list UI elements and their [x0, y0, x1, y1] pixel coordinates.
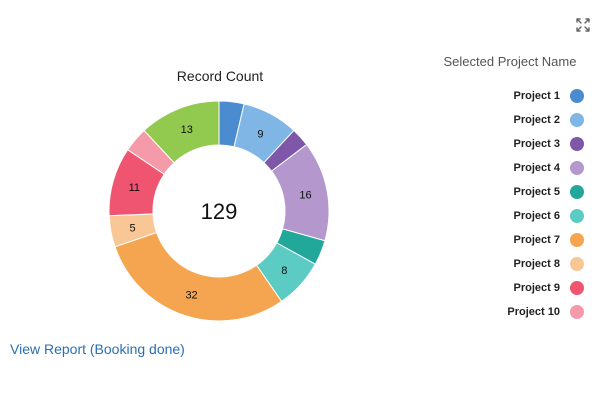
legend-swatch	[570, 89, 584, 103]
view-report-link[interactable]: View Report (Booking done)	[10, 341, 185, 357]
legend-swatch	[570, 113, 584, 127]
slice-value-label: 8	[281, 265, 287, 277]
slice-value-label: 16	[299, 190, 311, 202]
legend-item-label: Project 3	[513, 138, 560, 150]
legend-item[interactable]: Project 3	[476, 132, 594, 156]
expand-icon[interactable]	[574, 16, 592, 34]
legend-item-label: Project 5	[513, 186, 560, 198]
legend-item[interactable]: Project 7	[476, 228, 594, 252]
legend-item[interactable]: Project 9	[476, 276, 594, 300]
slice-value-label: 11	[129, 182, 140, 194]
legend-item-label: Project 6	[513, 210, 560, 222]
legend-item-label: Project 2	[513, 114, 560, 126]
legend-item-label: Project 4	[513, 162, 560, 174]
legend-item[interactable]: Project 8	[476, 252, 594, 276]
legend-item-label: Project 10	[507, 306, 560, 318]
center-total-label: 129	[201, 199, 238, 224]
legend-item[interactable]: Project 4	[476, 156, 594, 180]
legend-item[interactable]: Project 10	[476, 300, 594, 324]
chart-title: Record Count	[176, 68, 264, 84]
slice-value-label: 5	[129, 222, 135, 234]
legend: Project 1 Project 2 Project 3 Project 4 Proj…	[476, 84, 594, 324]
donut-slice[interactable]	[143, 100, 220, 164]
legend-swatch	[570, 185, 584, 199]
legend-swatch	[570, 281, 584, 295]
donut-slice[interactable]	[114, 231, 283, 322]
legend-swatch	[570, 137, 584, 151]
legend-swatch	[570, 257, 584, 271]
legend-item-label: Project 1	[513, 90, 560, 102]
slice-value-label: 32	[185, 290, 197, 302]
legend-item-label: Project 8	[513, 258, 560, 270]
legend-swatch	[570, 305, 584, 319]
legend-swatch	[570, 161, 584, 175]
legend-item[interactable]: Project 5	[476, 180, 594, 204]
legend-title: Selected Project Name	[443, 54, 577, 69]
legend-swatch	[570, 209, 584, 223]
slice-value-label: 13	[181, 124, 193, 136]
legend-swatch	[570, 233, 584, 247]
legend-item-label: Project 7	[513, 234, 560, 246]
legend-item[interactable]: Project 2	[476, 108, 594, 132]
slice-value-label: 9	[257, 128, 263, 140]
legend-item[interactable]: Project 1	[476, 84, 594, 108]
legend-item[interactable]: Project 6	[476, 204, 594, 228]
legend-item-label: Project 9	[513, 282, 560, 294]
